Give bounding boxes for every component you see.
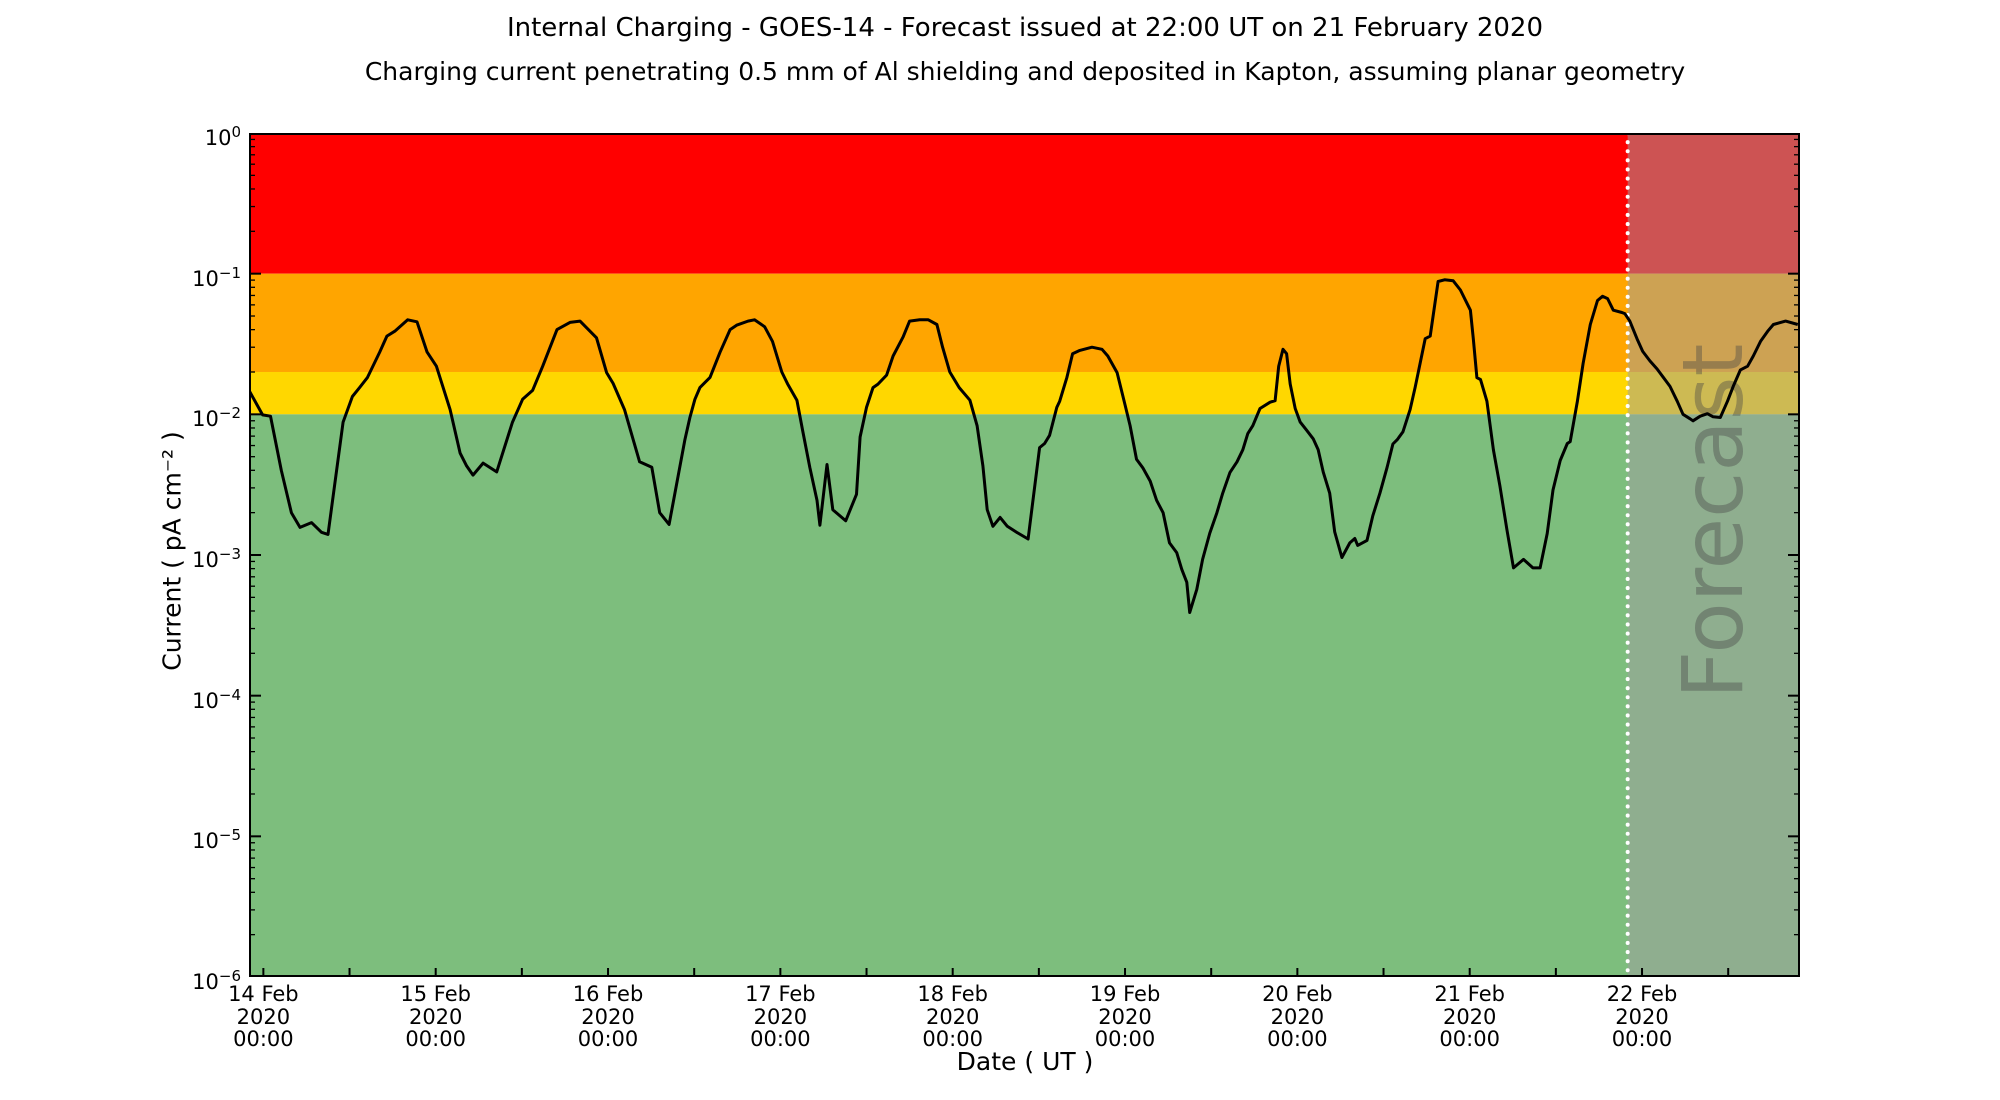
forecast-overlay: [1627, 133, 1800, 977]
y-tick-label: 10−4: [192, 685, 241, 713]
x-tick-label: 16 Feb 2020 00:00: [572, 982, 644, 1051]
x-tick-label: 21 Feb 2020 00:00: [1434, 982, 1505, 1051]
y-tick-label: 100: [204, 123, 241, 150]
chart-title: Internal Charging - GOES-14 - Forecast i…: [506, 13, 1544, 43]
y-tick-label: 10−5: [192, 826, 241, 854]
forecast-watermark: Forecast: [1664, 344, 1762, 699]
plot-border: [249, 133, 1800, 977]
x-tick-label: 15 Feb 2020 00:00: [400, 982, 471, 1051]
y-tick-label: 10−3: [192, 545, 241, 572]
x-tick-label: 22 Feb 2020 00:00: [1606, 982, 1678, 1051]
alert-band-green: [249, 414, 1800, 977]
x-tick-label: 20 Feb 2020 00:00: [1262, 982, 1333, 1051]
chart-subtitle: Charging current penetrating 0.5 mm of A…: [364, 57, 1686, 86]
data-line-charging-current: [248, 278, 1799, 614]
x-tick-label: 17 Feb 2020 00:00: [745, 982, 816, 1051]
y-tick-label: 10−6: [192, 967, 241, 994]
plot-area: Forecast: [248, 131, 1800, 979]
alert-band-yellow: [249, 371, 1800, 415]
alert-band-orange: [249, 273, 1800, 372]
x-tick-label: 18 Feb 2020 00:00: [917, 982, 988, 1051]
alert-band-red: [249, 133, 1800, 274]
x-tick-label: 14 Feb 2020 00:00: [228, 982, 299, 1051]
chart-canvas: Forecast: [248, 131, 1800, 979]
y-tick-label: 10−2: [192, 404, 241, 432]
x-axis-label: Date ( UT ): [956, 1047, 1094, 1076]
y-tick-label: 10−1: [192, 263, 241, 291]
x-tick-label: 19 Feb 2020 00:00: [1089, 982, 1161, 1051]
